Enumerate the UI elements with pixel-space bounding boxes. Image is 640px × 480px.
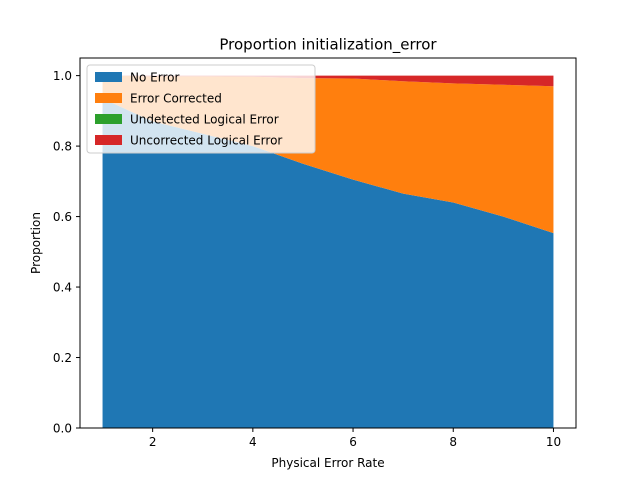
y-tick-label: 1.0 [53, 69, 72, 83]
legend-label-undetected-logical-error: Undetected Logical Error [130, 113, 279, 127]
legend-label-uncorrected-logical-error: Uncorrected Logical Error [130, 134, 282, 148]
y-axis: 0.0 0.2 0.4 0.6 0.8 1.0 [53, 69, 80, 436]
x-tick-label: 10 [546, 435, 561, 449]
y-tick-label: 0.6 [53, 210, 72, 224]
legend: No Error Error Corrected Undetected Logica… [86, 64, 316, 154]
chart-title: Proportion initialization_error [219, 36, 437, 55]
y-tick-label: 0.8 [53, 140, 72, 154]
y-tick-label: 0.4 [53, 281, 72, 295]
x-tick-label: 6 [349, 435, 357, 449]
legend-swatch-no-error [95, 72, 122, 82]
y-tick-label: 0.0 [53, 422, 72, 436]
legend-swatch-undetected-logical-error [95, 114, 122, 124]
x-tick-label: 8 [449, 435, 457, 449]
y-axis-label: Proportion [29, 212, 43, 274]
legend-swatch-error-corrected [95, 93, 122, 103]
x-tick-label: 4 [249, 435, 257, 449]
plot-frame [79, 57, 577, 429]
x-axis: 2 4 6 8 10 [149, 428, 561, 449]
area-uncorrected-logical-error [102, 75, 554, 87]
legend-label-error-corrected: Error Corrected [130, 92, 222, 106]
x-axis-label: Physical Error Rate [271, 456, 384, 470]
x-tick-label: 2 [149, 435, 157, 449]
legend-label-no-error: No Error [130, 71, 179, 85]
legend-swatch-uncorrected-logical-error [95, 135, 122, 145]
area-no-error [102, 98, 554, 429]
legend-box [86, 64, 316, 154]
y-tick-label: 0.2 [53, 351, 72, 365]
